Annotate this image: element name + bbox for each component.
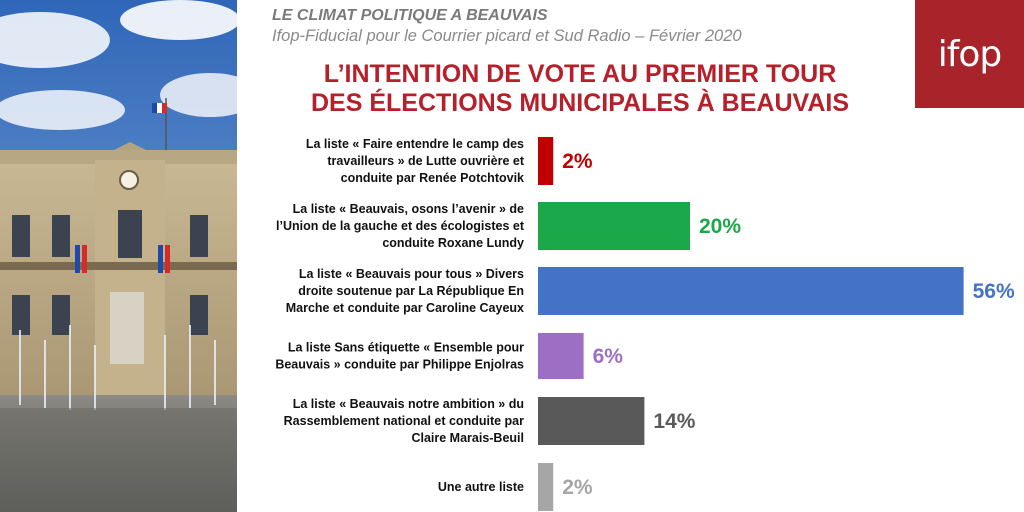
- category-label-line: droite soutenue par La République En: [298, 284, 524, 298]
- category-label-4: La liste Sans étiquette « Ensemble pour B…: [275, 341, 524, 372]
- value-label-2: 20%: [699, 215, 741, 238]
- category-label-6: Une autre liste: [438, 480, 524, 494]
- bar-5: [538, 397, 645, 445]
- chart-title: L’INTENTION DE VOTE AU PREMIER TOUR DES …: [250, 60, 910, 118]
- value-label-6: 2%: [562, 476, 593, 499]
- category-label-5: La liste « Beauvais notre ambition » du R…: [284, 397, 524, 445]
- category-label-line: travailleurs » de Lutte ouvrière et: [327, 154, 524, 168]
- vote-intention-bar-chart: 2% La liste « Faire entendre le camp des t…: [275, 137, 1015, 511]
- category-label-1: La liste « Faire entendre le camp des tra…: [306, 137, 525, 185]
- category-label-line: l’Union de la gauche et des écologistes …: [276, 219, 525, 233]
- category-label-line: conduite par Renée Potchtovik: [341, 171, 524, 185]
- survey-source: Ifop-Fiducial pour le Courrier picard et…: [272, 27, 742, 45]
- bar-6: [538, 463, 554, 511]
- category-label-line: La liste « Beauvais notre ambition » du: [293, 397, 524, 411]
- category-label-line: Beauvais » conduite par Philippe Enjolra…: [275, 358, 524, 372]
- logo-text: ifop: [937, 33, 1003, 75]
- survey-kicker: LE CLIMAT POLITIQUE A BEAUVAIS: [272, 7, 548, 24]
- category-label-line: conduite Roxane Lundy: [382, 236, 524, 250]
- beauvais-city-hall-photo: [0, 0, 237, 512]
- bar-1: [538, 137, 554, 185]
- category-label-line: La liste « Faire entendre le camp des: [306, 137, 524, 151]
- chart-title-line-2: DES ÉLECTIONS MUNICIPALES À BEAUVAIS: [310, 89, 849, 117]
- category-label-line: La liste Sans étiquette « Ensemble pour: [288, 341, 524, 355]
- category-label-2: La liste « Beauvais, osons l’avenir » de…: [276, 202, 525, 250]
- bar-3: [538, 267, 964, 315]
- bar-4: [538, 333, 584, 379]
- category-label-line: Claire Marais-Beuil: [411, 431, 524, 445]
- value-label-3: 56%: [973, 280, 1015, 303]
- category-label-line: Une autre liste: [438, 480, 524, 494]
- value-label-1: 2%: [562, 150, 593, 173]
- category-label-line: La liste « Beauvais pour tous » Divers: [299, 267, 524, 281]
- value-label-4: 6%: [593, 345, 624, 368]
- chart-title-line-1: L’INTENTION DE VOTE AU PREMIER TOUR: [323, 60, 837, 88]
- category-label-line: Marche et conduite par Caroline Cayeux: [286, 301, 524, 315]
- category-label-line: La liste « Beauvais, osons l’avenir » de: [293, 202, 524, 216]
- category-label-line: Rassemblement national et conduite par: [284, 414, 524, 428]
- bar-2: [538, 202, 690, 250]
- category-label-3: La liste « Beauvais pour tous » Divers dr…: [286, 267, 524, 315]
- ifop-logo: ifop: [915, 0, 1024, 108]
- value-label-5: 14%: [653, 410, 695, 433]
